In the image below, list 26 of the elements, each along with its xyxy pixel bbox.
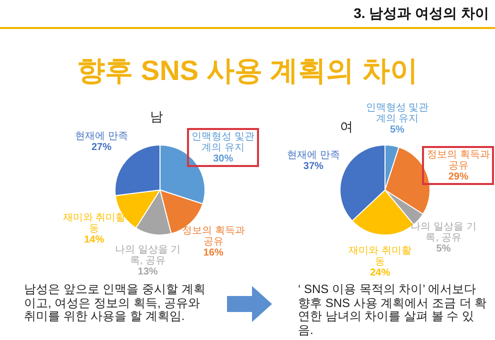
text: 여	[340, 118, 353, 136]
data-label: 27%	[90, 142, 112, 154]
slice-label: 나의 일상을 기록, 공유	[410, 221, 476, 244]
data-label: 24%	[369, 267, 392, 278]
slice-label: 재미와 취미활동	[62, 212, 127, 234]
slice-label: 현재에 만족	[74, 131, 129, 142]
slice-label: 인맥형성 및관계의 유지	[190, 131, 256, 154]
chart-title: 남	[150, 108, 163, 126]
data-label: 30%	[212, 153, 234, 164]
text: 3. 남성과 여성의 차이	[354, 5, 489, 23]
slice-label: 인맥형성 및관계의 유지	[364, 102, 430, 124]
data-label: 5%	[435, 243, 452, 254]
slice-label: 정보의 획득과 공유	[426, 149, 491, 172]
data-label: 29%	[447, 171, 470, 182]
slice-label: 재미와 취미활동	[348, 245, 412, 268]
data-label: 37%	[302, 161, 324, 172]
slice-label: 정보의 획득과 공유	[181, 226, 246, 248]
data-label: 5%	[388, 124, 406, 136]
text: ‘ SNS 이용 목적의 차이’ 에서보다 향후 SNS 사용 계획에서 조금 더 확연한 남녀의 차이를 살펴 볼 수 있음.	[298, 282, 488, 337]
data-label: 16%	[202, 248, 224, 259]
text: 남성은 앞으로 인맥을 중시할 계획이고, 여성은 정보의 획득, 공유와 취미를 위한 사용을 할 계획임.	[24, 282, 206, 324]
data-label: 14%	[83, 234, 106, 246]
data-label: 13%	[136, 266, 159, 278]
slice-label: 현재에 만족	[286, 150, 341, 162]
text: 향후 SNS 사용 계획의 차이	[76, 54, 419, 88]
slice-label: 나의 일상을 기록, 공유	[114, 244, 181, 267]
